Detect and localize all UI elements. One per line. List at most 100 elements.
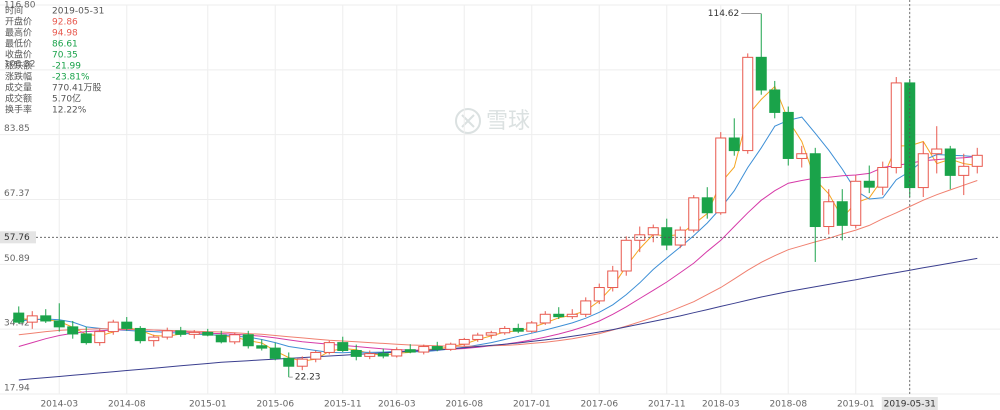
candle-body xyxy=(202,331,214,336)
candle-body xyxy=(242,334,254,347)
candle-body xyxy=(296,358,308,367)
watermark-logo xyxy=(455,108,481,134)
candle-body xyxy=(647,227,659,236)
info-value: -23.81% xyxy=(52,73,90,83)
x-tick-label: 2014-08 xyxy=(108,400,146,410)
candle-body xyxy=(836,201,848,226)
candle-body xyxy=(67,326,79,335)
candle-body xyxy=(377,353,389,357)
candle-body xyxy=(728,137,740,152)
candle-body xyxy=(755,56,767,91)
candle-body xyxy=(485,332,497,336)
info-label: 换手率 xyxy=(5,104,32,116)
info-value: 94.98 xyxy=(52,29,78,39)
watermark: 雪球 xyxy=(455,108,530,134)
info-label: 成交量 xyxy=(5,82,32,94)
info-label: 最高价 xyxy=(5,27,32,39)
info-value: 70.35 xyxy=(52,51,78,61)
candle-body xyxy=(769,89,781,113)
candle-body xyxy=(890,82,902,169)
candle-body xyxy=(256,345,268,349)
candle-body xyxy=(431,346,443,350)
candle-body xyxy=(499,327,511,334)
info-label: 开盘价 xyxy=(5,16,32,28)
candle-body xyxy=(877,167,889,188)
x-tick-label: 2015-01 xyxy=(189,400,227,410)
candle-body xyxy=(350,349,362,357)
x-tick-label: 2017-11 xyxy=(648,400,686,410)
candle-body xyxy=(661,227,673,246)
candle-body xyxy=(121,321,133,329)
candle-body xyxy=(512,327,524,332)
candle-body xyxy=(863,180,875,188)
candle-body xyxy=(283,357,295,367)
y-tick-label: 34.42 xyxy=(4,319,30,329)
info-label: 涨跌幅 xyxy=(5,71,32,83)
candle-body xyxy=(931,148,943,155)
x-tick-label: 2018-08 xyxy=(769,400,807,410)
candle-body xyxy=(188,331,200,335)
candle-body xyxy=(215,334,227,343)
candle-body xyxy=(958,165,970,176)
candle-body xyxy=(917,153,929,189)
x-tick-label: 2017-06 xyxy=(580,400,618,410)
info-value: -21.99 xyxy=(52,62,81,72)
candle-body xyxy=(742,56,754,152)
candle-body xyxy=(134,327,146,342)
x-tick-label: 2019-01 xyxy=(837,400,875,410)
info-label: 涨跌额 xyxy=(5,60,32,72)
candle-body xyxy=(161,330,173,338)
min-label: 22.23 xyxy=(295,373,321,383)
candle-body xyxy=(337,342,349,351)
candle-body xyxy=(580,300,592,315)
y-tick-label: 83.85 xyxy=(4,124,30,134)
candle-body xyxy=(526,322,538,332)
candle-body xyxy=(472,334,484,340)
candle-body xyxy=(566,313,578,318)
x-tick-label: 2014-03 xyxy=(40,400,78,410)
max-label: 114.62 xyxy=(708,9,740,19)
candle-body xyxy=(607,270,619,289)
candle-body xyxy=(323,342,335,353)
x-tick-label: 2018-03 xyxy=(702,400,740,410)
candle-body xyxy=(13,312,25,323)
candle-body xyxy=(782,111,794,159)
candle-body xyxy=(944,148,956,176)
candle-body xyxy=(809,153,821,228)
candle-body xyxy=(971,154,983,167)
candle-body xyxy=(148,336,160,342)
candle-body xyxy=(796,153,808,159)
x-tick-label: 2015-11 xyxy=(324,400,362,410)
crosshair-x-box xyxy=(881,397,938,410)
info-value: 92.86 xyxy=(52,18,78,28)
candle-body xyxy=(553,313,565,318)
y-tick-label: 100.32 xyxy=(4,59,36,69)
candle-body xyxy=(364,353,376,357)
info-label: 成交额 xyxy=(5,93,32,105)
candle-body xyxy=(53,320,65,328)
info-label: 收盘价 xyxy=(5,49,32,61)
y-tick-label: 17.94 xyxy=(4,384,30,394)
candle-body xyxy=(26,315,38,323)
y-tick-label: 67.37 xyxy=(4,189,30,199)
info-value: 86.61 xyxy=(52,40,78,50)
x-tick-label: 2016-03 xyxy=(378,400,416,410)
candle-body xyxy=(80,333,92,344)
candle-body xyxy=(715,137,727,214)
info-value: 12.22% xyxy=(52,106,87,116)
info-label: 最低价 xyxy=(5,38,32,50)
candle-body xyxy=(269,347,281,359)
candle-body xyxy=(850,180,862,226)
y-tick-label: 50.89 xyxy=(4,254,30,264)
candle-body xyxy=(620,239,632,272)
candle-body xyxy=(445,343,457,350)
candle-body xyxy=(904,82,916,189)
candle-body xyxy=(310,351,322,360)
watermark-text: 雪球 xyxy=(486,109,530,134)
x-tick-label: 2015-06 xyxy=(256,400,294,410)
ma-line xyxy=(18,257,978,381)
candle-body xyxy=(539,313,551,324)
info-value: 5.70亿 xyxy=(52,93,81,105)
info-value: 2019-05-31 xyxy=(52,7,104,17)
